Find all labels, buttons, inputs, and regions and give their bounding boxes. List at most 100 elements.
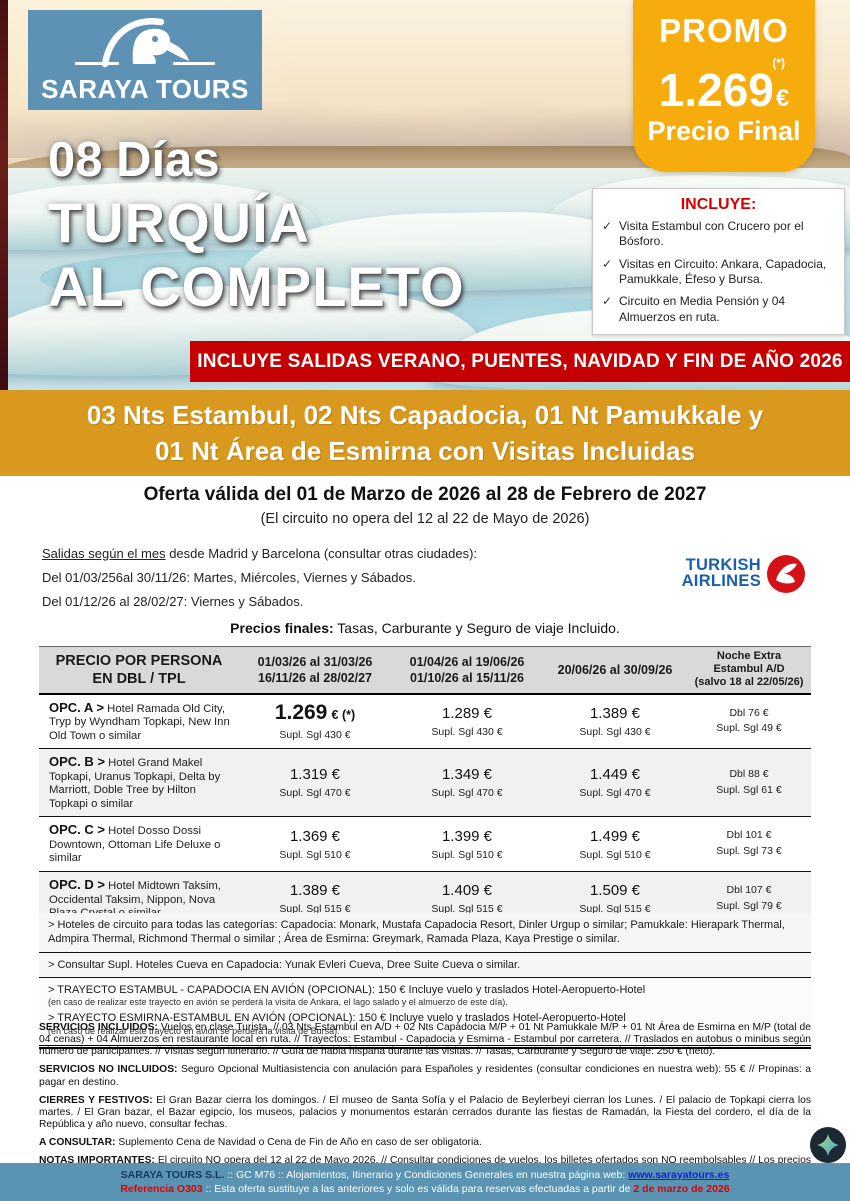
table-row-opc-a: OPC. A > Hotel Ramada Old City, Tryp by … — [39, 695, 811, 750]
extra-night-cell: Dbl 88 € Supl. Sgl 61 € — [716, 768, 782, 796]
legal-servicios-incluidos: SERVICIOS INCLUIDOS: Vuelos en clase Tur… — [39, 1022, 811, 1058]
price-cell: 1.349 € Supl. Sgl 470 € — [431, 766, 503, 800]
legal-section: SERVICIOS INCLUIDOS: Vuelos en clase Tur… — [39, 1022, 811, 1198]
footer-reference: Referencia O303 — [120, 1183, 203, 1195]
includes-item-text: Visitas en Circuito: Ankara, Capadocia, … — [619, 256, 827, 287]
includes-item-text: Circuito en Media Pensión y 04 Almuerzos… — [619, 294, 786, 324]
footer-line2: Referencia O303 :: Esta oferta sustituye… — [0, 1182, 850, 1196]
price-cell: 1.389 € Supl. Sgl 430 € — [579, 704, 651, 738]
logo-title: SARAYA TOURS — [41, 74, 249, 104]
includes-item: ✓ Visitas en Circuito: Ankara, Capadocia… — [602, 257, 835, 288]
website-link[interactable]: www.sarayatours.es — [628, 1169, 730, 1181]
footer-bar: SARAYA TOURS S.L. :: GC M76 :: Alojamien… — [0, 1163, 850, 1201]
hero-title: 08 Días TURQUÍA AL COMPLETO — [48, 136, 465, 315]
falcon-icon — [70, 14, 220, 76]
includes-item: ✓ Visita Estambul con Crucero por el Bós… — [602, 219, 835, 250]
includes-item: ✓ Circuito en Media Pensión y 04 Almuerz… — [602, 294, 835, 325]
final-prices-note-rest: Tasas, Carburante y Seguro de viaje Incl… — [333, 620, 620, 636]
includes-item-text: Visita Estambul con Crucero por el Bósfo… — [619, 219, 804, 249]
extension-badge[interactable] — [810, 1127, 846, 1163]
departures-line2: Del 01/12/26 al 28/02/27: Viernes y Sába… — [42, 594, 304, 609]
departures-line1: Del 01/03/256al 30/11/26: Martes, Miérco… — [42, 570, 416, 585]
header-season-2: 01/04/26 al 19/06/26 01/10/26 al 15/11/26 — [409, 654, 525, 685]
red-banner: INCLUYE SALIDAS VERANO, PUENTES, NAVIDAD… — [190, 341, 850, 382]
price-cell: 1.509 € Supl. Sgl 515 € — [579, 882, 651, 916]
legal-servicios-no-incluidos: SERVICIOS NO INCLUIDOS: Seguro Opcional … — [39, 1064, 811, 1088]
check-icon: ✓ — [602, 219, 613, 233]
price-cell: 1.409 € Supl. Sgl 515 € — [431, 882, 503, 916]
header-per-person: PRECIO POR PERSONA EN DBL / TPL — [55, 652, 223, 687]
offer-validity-subtitle: (El circuito no opera del 12 al 22 de Ma… — [260, 511, 590, 527]
airline-name-line1: TURKISH — [685, 556, 761, 575]
price-cell: 1.499 € Supl. Sgl 510 € — [579, 827, 651, 861]
final-prices-note-bold: Precios finales: — [230, 620, 334, 636]
hotel-cell: OPC. B > Hotel Grand Makel Topkapi, Uran… — [49, 754, 221, 810]
offer-validity-title: Oferta válida del 01 de Marzo de 2026 al… — [143, 484, 707, 505]
price-cell: 1.319 € Supl. Sgl 470 € — [279, 766, 351, 800]
sparkle-icon — [810, 1127, 846, 1163]
promo-price-number: 1.269 — [658, 64, 774, 116]
table-row-opc-c: OPC. C > Hotel Dosso Dossi Downtown, Ott… — [39, 817, 811, 873]
legal-cierres-festivos: CIERRES Y FESTIVOS: El Gran Bazar cierra… — [39, 1094, 811, 1130]
header-season-3: 20/06/26 al 30/09/26 — [557, 662, 673, 677]
note-flight-esmirna-istanbul: > TRAYECTO ESMIRNA-ESTAMBUL EN AVIÓN (OP… — [48, 1012, 626, 1025]
note-flight-options: > TRAYECTO ESTAMBUL - CAPADOCIA EN AVIÓN… — [39, 977, 811, 1045]
departures-intro: Salidas según el mes desde Madrid y Barc… — [42, 542, 808, 566]
turkish-airlines-wordmark: TURKISH AIRLINES — [681, 556, 761, 590]
departures-intro-rest: desde Madrid y Barcelona (consultar otra… — [165, 546, 478, 561]
notes-section: > Hoteles de circuito para todas las cat… — [39, 913, 811, 1049]
note-flight-esmirna-istanbul-fineprint: (en caso de realizar este trayecto en av… — [48, 1025, 340, 1036]
promo-final-label: Precio Final — [647, 116, 801, 147]
note-cave-hotels: > Consultar Supl. Hoteles Cueva en Capad… — [39, 952, 811, 978]
gold-banner-line1: 03 Nts Estambul, 02 Nts Capadocia, 01 Nt… — [86, 400, 764, 430]
turkish-airlines-logo: TURKISH AIRLINES — [682, 554, 806, 594]
extra-night-cell: Dbl 76 € Supl. Sgl 49 € — [716, 706, 782, 735]
table-row-opc-b: OPC. B > Hotel Grand Makel Topkapi, Uran… — [39, 749, 811, 818]
price-cell: 1.289 € Supl. Sgl 430 € — [431, 704, 503, 738]
footer-line1: SARAYA TOURS S.L. :: GC M76 :: Alojamien… — [0, 1168, 850, 1182]
promo-asterisk: (*) — [772, 56, 785, 70]
validity-block: Oferta válida del 01 de Marzo de 2026 al… — [0, 484, 850, 527]
price-cell: 1.269 € (*) Supl. Sgl 430 € — [274, 701, 356, 742]
promo-label: PROMO — [659, 12, 789, 49]
promo-badge: PROMO (*) 1.269 € Precio Final — [633, 0, 815, 172]
extra-night-cell: Dbl 101 € Supl. Sgl 73 € — [716, 829, 782, 858]
header-season-1: 01/03/26 al 31/03/26 16/11/26 al 28/02/27 — [257, 654, 373, 685]
saraya-tours-logo: SARAYA TOURS — [28, 10, 262, 110]
hero-title-line1: 08 Días — [48, 133, 220, 187]
footer-company: SARAYA TOURS S.L. — [120, 1169, 225, 1181]
price-cell: 1.399 € Supl. Sgl 510 € — [431, 827, 503, 861]
departures-text: Salidas según el mes desde Madrid y Barc… — [42, 542, 808, 614]
hero-title-line2: TURQUÍA — [48, 191, 311, 254]
gold-banner-line2: 01 Nt Área de Esmirna con Visitas Inclui… — [155, 436, 695, 466]
extra-night-cell: Dbl 107 € Supl. Sgl 79 € — [716, 884, 782, 912]
check-icon: ✓ — [602, 256, 613, 271]
hero-photo: SARAYA TOURS 08 Días TURQUÍA AL COMPLETO… — [0, 0, 850, 390]
departures-block: Salidas según el mes desde Madrid y Barc… — [42, 542, 808, 609]
note-hotels-circuit: > Hoteles de circuito para todas las cat… — [39, 913, 811, 953]
airline-name-line2: AIRLINES — [681, 572, 761, 590]
hero-title-line3: AL COMPLETO — [48, 255, 465, 318]
departures-intro-underlined: Salidas según el mes — [42, 546, 166, 561]
divider — [39, 1044, 811, 1049]
euro-sign: € — [775, 85, 790, 112]
final-prices-note: Precios finales: Tasas, Carburante y Seg… — [0, 620, 850, 636]
note-flight-istanbul-capadocia-fineprint: (en caso de realizar este trayecto en av… — [48, 997, 508, 1008]
includes-box: INCLUYE: ✓ Visita Estambul con Crucero p… — [592, 188, 845, 336]
hotel-cell: OPC. C > Hotel Dosso Dossi Downtown, Ott… — [49, 822, 221, 865]
note-flight-istanbul-capadocia: > TRAYECTO ESTAMBUL - CAPADOCIA EN AVIÓN… — [48, 983, 646, 996]
check-icon: ✓ — [602, 294, 613, 309]
header-extra-night: Noche Extra Estambul A/D (salvo 18 al 22/0… — [694, 650, 804, 689]
price-cell: 1.369 € Supl. Sgl 510 € — [279, 827, 351, 861]
hotel-cell: OPC. A > Hotel Ramada Old City, Tryp by … — [49, 699, 230, 742]
legal-a-consultar: A CONSULTAR: Suplemento Cena de Navidad … — [39, 1137, 482, 1149]
price-cell: 1.389 € Supl. Sgl 515 € — [279, 882, 351, 916]
promo-price: 1.269 € — [633, 64, 815, 116]
table-header-row: PRECIO POR PERSONA EN DBL / TPL 01/03/26 … — [39, 647, 811, 695]
price-cell: 1.449 € Supl. Sgl 470 € — [579, 766, 651, 800]
footer-valid-from-date: 2 de marzo de 2026 — [633, 1183, 730, 1195]
footer-line1-text: :: GC M76 :: Alojamientos, Itinerario y … — [224, 1169, 629, 1181]
includes-title: INCLUYE: — [680, 196, 757, 213]
gold-banner: 03 Nts Estambul, 02 Nts Capadocia, 01 Nt… — [0, 390, 850, 476]
